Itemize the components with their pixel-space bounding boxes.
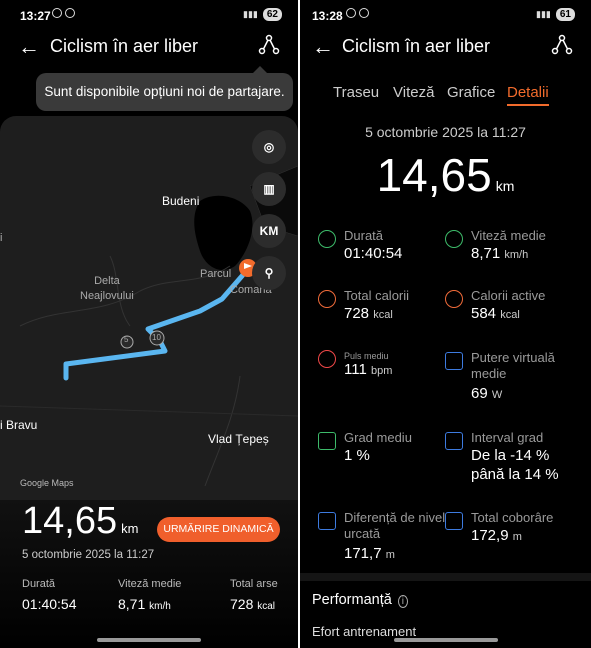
dynamic-tracking-button[interactable]: URMĂRIRE DINAMICĂ <box>157 517 280 542</box>
metric-label: Puls mediu <box>344 351 389 361</box>
notification-icons <box>346 8 369 18</box>
metric-value: 69 W <box>471 385 503 402</box>
flame-icon <box>318 290 336 308</box>
tab-traseu[interactable]: Traseu <box>333 84 380 101</box>
metric-label: Total coborâre <box>471 510 554 525</box>
metric-value: 1 % <box>344 447 370 464</box>
status-time: 13:27 <box>20 9 51 23</box>
metric-label: Durată <box>344 228 384 243</box>
metric-value: 8,71 km/h <box>471 245 529 262</box>
app-header: ← Ciclism în aer liber <box>300 30 591 66</box>
info-icon[interactable]: i <box>397 595 409 608</box>
route-marker-10: 10 <box>152 333 161 342</box>
metric-value: 171,7 m <box>344 545 395 562</box>
metric-label: Putere virtuală medie <box>471 350 555 381</box>
share-icon[interactable] <box>258 34 280 61</box>
map-layers-icon[interactable]: ▥ <box>252 172 286 206</box>
tab-viteza[interactable]: Viteză <box>393 84 435 101</box>
nav-handle <box>393 638 498 642</box>
ascent-icon <box>318 512 336 530</box>
status-bar: 13:27 ▮▮▮ 62 <box>0 0 298 30</box>
metric-label: Interval grad <box>471 430 544 445</box>
page-title: Ciclism în aer liber <box>50 36 199 56</box>
map-attribution: Google Maps <box>20 478 74 488</box>
status-bar: 13:28 ▮▮▮ 61 <box>300 0 591 30</box>
metric-value: 584 kcal <box>471 305 520 322</box>
km-toggle[interactable]: KM <box>252 214 286 248</box>
status-right: ▮▮▮ 61 <box>536 8 575 21</box>
status-right: ▮▮▮ 62 <box>243 8 282 21</box>
page-title: Ciclism în aer liber <box>342 36 491 56</box>
metric-value: 172,9 m <box>471 527 522 544</box>
bar-chart-icon <box>445 432 463 450</box>
right-screen: 13:28 ▮▮▮ 61 ← Ciclism în aer liber Tras… <box>300 0 591 648</box>
place-budeni: Budeni <box>162 194 200 208</box>
battery-icon: 61 <box>555 8 575 21</box>
metric-label: Calorii active <box>471 288 546 303</box>
metric-label: Total calorii <box>344 288 410 303</box>
workout-date: 5 octombrie 2025 la 11:27 <box>22 549 155 561</box>
left-screen: 13:27 ▮▮▮ 62 ← Ciclism în aer liber Sunt… <box>0 0 298 648</box>
app-header: ← Ciclism în aer liber <box>0 30 298 66</box>
map-canvas <box>0 165 298 487</box>
metric-value: 01:40:54 <box>344 245 403 262</box>
back-arrow-icon[interactable]: ← <box>312 34 334 59</box>
descent-icon <box>445 512 463 530</box>
tab-detalii[interactable]: Detalii <box>507 84 549 106</box>
signal-icon: ▮▮▮ <box>536 9 551 19</box>
distance-value: 14,65 km <box>376 149 515 201</box>
place-bravu: i Bravu <box>0 418 38 432</box>
route-marker-5: 5 <box>124 335 129 344</box>
status-time: 13:28 <box>312 9 343 23</box>
slope-icon <box>318 432 336 450</box>
metric-value: 111 bpm <box>344 361 393 378</box>
performance-title[interactable]: Performanță i <box>312 592 409 608</box>
workout-date: 5 octombrie 2025 la 11:27 <box>365 124 526 140</box>
power-icon <box>445 352 463 370</box>
share-icon[interactable] <box>551 34 573 61</box>
nav-handle <box>97 638 201 642</box>
section-divider <box>300 573 591 581</box>
route-map[interactable]: 5 10 Budeni Delta Neajlovului Parcul Com… <box>0 116 298 506</box>
metric-label: Viteză medie <box>471 228 546 243</box>
place-delta: Delta Neajlovului <box>80 275 134 302</box>
tab-grafice[interactable]: Grafice <box>447 84 496 101</box>
metric-value: De la -14 % până la 14 % <box>471 447 559 483</box>
share-tooltip[interactable]: Sunt disponibile opțiuni noi de partajar… <box>36 66 293 111</box>
stat-total-burned: Total arse 728 kcal <box>230 578 278 612</box>
tab-bar: Traseu Viteză Grafice Detalii <box>300 84 591 108</box>
speedometer-icon <box>445 230 463 248</box>
battery-icon: 62 <box>262 8 282 21</box>
flame-icon <box>445 290 463 308</box>
heart-icon <box>318 350 336 368</box>
distance-value: 14,65 km <box>22 500 139 542</box>
place-edge: i <box>0 232 3 244</box>
notification-icons <box>52 8 75 18</box>
signal-icon: ▮▮▮ <box>243 9 258 19</box>
stat-duration: Durată 01:40:54 <box>22 578 77 612</box>
metric-label: Grad mediu <box>344 430 412 445</box>
stat-avg-speed: Viteză medie 8,71 km/h <box>118 578 182 612</box>
metric-value: 728 kcal <box>344 305 393 322</box>
back-arrow-icon[interactable]: ← <box>18 34 40 59</box>
place-vlad-tepes: Vlad Țepeș <box>208 432 269 446</box>
training-effort-label: Efort antrenament <box>312 624 417 639</box>
place-parcul: Parcul <box>200 268 232 280</box>
route-pin-icon[interactable]: ⚲ <box>252 256 286 290</box>
metric-label: Diferență de nivel urcată <box>344 510 446 541</box>
recenter-icon[interactable]: ◎ <box>252 130 286 164</box>
stopwatch-icon <box>318 230 336 248</box>
